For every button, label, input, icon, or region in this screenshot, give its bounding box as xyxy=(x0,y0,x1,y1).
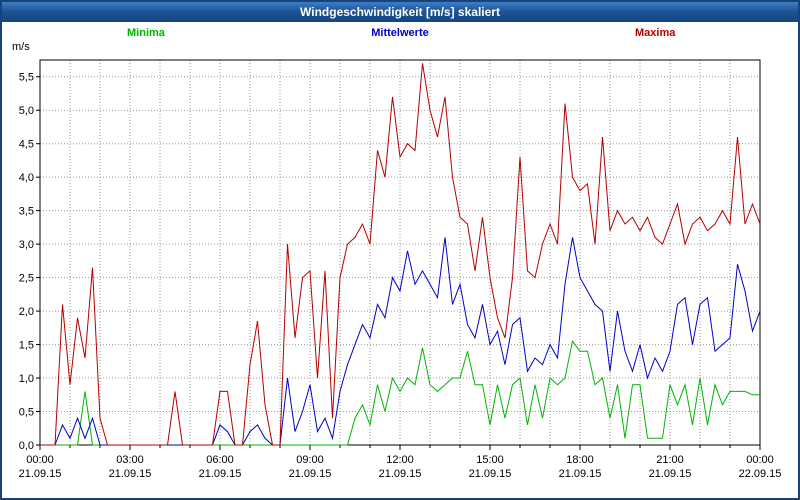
y-tick-label: 2,5 xyxy=(19,273,34,285)
x-tick-time-label: 03:00 xyxy=(116,454,144,466)
y-tick-label: 4,0 xyxy=(19,172,34,184)
series-maxima xyxy=(40,63,761,446)
x-tick-time-label: 09:00 xyxy=(296,454,324,466)
y-tick-label: 5,5 xyxy=(19,72,34,84)
y-tick-label: 4,5 xyxy=(19,139,34,151)
x-tick-date-label: 21.09.15 xyxy=(469,468,512,480)
x-tick-date-label: 21.09.15 xyxy=(559,468,602,480)
legend-maxima: Maxima xyxy=(635,27,676,39)
x-tick-date-label: 21.09.15 xyxy=(109,468,152,480)
x-tick-date-label: 21.09.15 xyxy=(379,468,422,480)
x-tick-time-label: 18:00 xyxy=(566,454,594,466)
y-tick-label: 5,0 xyxy=(19,105,34,117)
x-tick-time-label: 00:00 xyxy=(26,454,54,466)
y-tick-label: 3,0 xyxy=(19,239,34,251)
title-bar: Windgeschwindigkeit [m/s] skaliert xyxy=(2,2,798,22)
x-tick-date-label: 21.09.15 xyxy=(19,468,62,480)
y-tick-label: 1,5 xyxy=(19,340,34,352)
y-tick-label: 0,0 xyxy=(19,440,34,452)
x-tick-date-label: 21.09.15 xyxy=(289,468,332,480)
x-tick-time-label: 12:00 xyxy=(386,454,414,466)
y-tick-label: 2,0 xyxy=(19,306,34,318)
series-mittelwerte xyxy=(40,237,761,446)
x-tick-time-label: 06:00 xyxy=(206,454,234,466)
y-tick-label: 0,5 xyxy=(19,407,34,419)
legend-minima: Minima xyxy=(127,27,165,39)
x-tick-date-label: 21.09.15 xyxy=(649,468,692,480)
x-tick-time-label: 15:00 xyxy=(476,454,504,466)
y-tick-label: 1,0 xyxy=(19,373,34,385)
legend-mittelwerte: Mittelwerte xyxy=(371,27,429,39)
x-tick-date-label: 22.09.15 xyxy=(739,468,782,480)
x-tick-date-label: 21.09.15 xyxy=(199,468,242,480)
y-tick-label: 3,5 xyxy=(19,206,34,218)
x-tick-time-label: 00:00 xyxy=(746,454,774,466)
x-tick-time-label: 21:00 xyxy=(656,454,684,466)
y-axis-unit-label: m/s xyxy=(12,41,30,53)
